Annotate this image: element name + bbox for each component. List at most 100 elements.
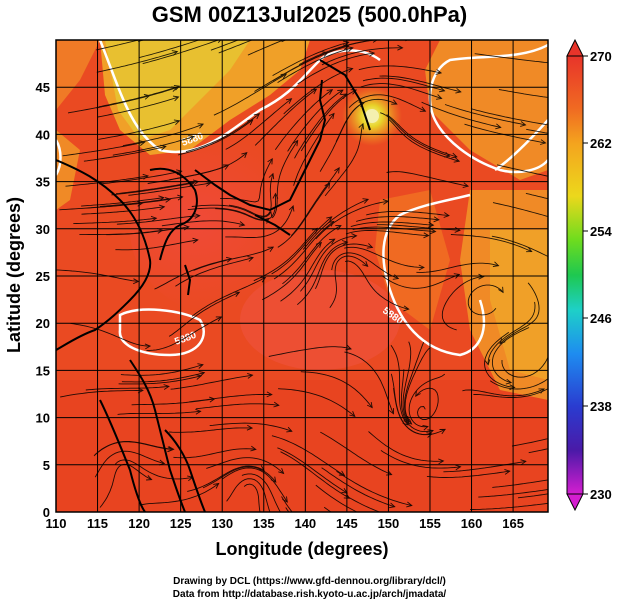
streamline-arrow xyxy=(238,221,246,227)
streamline xyxy=(473,388,548,398)
streamline xyxy=(379,75,461,93)
streamline-arrow xyxy=(285,98,293,104)
streamline xyxy=(348,94,426,112)
streamline-arrow xyxy=(225,256,233,263)
streamline-arrow xyxy=(192,237,199,244)
streamline xyxy=(195,403,279,410)
streamline-arrow xyxy=(215,316,223,322)
streamline-arrow xyxy=(350,89,358,95)
y-tick-label: 20 xyxy=(36,316,50,331)
streamline xyxy=(128,182,211,196)
streamline xyxy=(408,373,446,428)
streamline-arrow xyxy=(368,50,376,57)
streamline-arrow xyxy=(268,172,275,180)
x-tick-label: 110 xyxy=(46,516,67,531)
streamline xyxy=(293,113,335,186)
streamline xyxy=(386,171,469,187)
streamline xyxy=(185,113,260,153)
streamline xyxy=(470,108,548,126)
streamline xyxy=(177,119,253,156)
streamline xyxy=(386,114,457,158)
y-axis-label: Latitude (degrees) xyxy=(4,197,24,353)
streamline xyxy=(122,123,204,147)
streamline-arrow xyxy=(443,212,450,218)
streamline xyxy=(491,327,530,384)
streamline xyxy=(272,41,349,76)
streamline xyxy=(115,181,199,195)
streamline-arrow xyxy=(167,446,174,453)
streamline-arrow xyxy=(478,273,485,280)
streamline-arrow xyxy=(394,537,399,542)
streamline-arrow xyxy=(602,208,607,213)
streamline-arrow xyxy=(422,424,429,431)
streamline xyxy=(470,502,548,510)
streamline xyxy=(380,450,461,469)
streamline-arrow xyxy=(372,40,378,43)
streamline-arrow xyxy=(139,140,146,146)
streamline-arrow xyxy=(415,390,421,398)
streamline-arrow xyxy=(142,173,149,180)
streamline xyxy=(358,65,442,74)
streamline xyxy=(93,441,173,457)
streamline-arrow xyxy=(349,411,356,418)
streamline-arrow xyxy=(505,378,513,385)
streamline xyxy=(298,40,378,65)
streamline xyxy=(496,164,548,177)
streamline xyxy=(511,438,548,447)
streamline xyxy=(173,448,256,459)
streamline xyxy=(169,427,253,433)
streamline xyxy=(274,89,333,151)
streamline-arrow xyxy=(158,204,166,211)
streamline xyxy=(366,210,449,217)
y-tick-label: 15 xyxy=(36,363,50,378)
streamline xyxy=(117,410,201,415)
streamline-arrow xyxy=(426,432,433,438)
streamline xyxy=(376,224,460,231)
streamline xyxy=(360,83,442,99)
streamline xyxy=(400,369,434,433)
colorbar-bottom-arrow xyxy=(566,493,584,512)
streamline xyxy=(271,216,332,275)
streamline xyxy=(188,394,272,403)
streamline xyxy=(344,246,424,268)
streamline-arrow xyxy=(164,197,172,203)
streamline-arrow xyxy=(419,106,427,112)
streamline-arrow xyxy=(391,99,398,105)
streamline xyxy=(114,459,193,480)
streamline xyxy=(115,239,198,251)
streamline xyxy=(277,47,353,83)
streamline-arrow xyxy=(549,385,555,390)
y-tick-label: 10 xyxy=(36,411,50,426)
streamline-arrow xyxy=(288,205,295,212)
streamline-arrow xyxy=(273,401,280,408)
streamline-arrow xyxy=(266,391,273,398)
streamline xyxy=(287,89,344,152)
streamline-arrow xyxy=(163,384,170,390)
streamline xyxy=(421,101,501,128)
streamline xyxy=(489,378,548,390)
streamline xyxy=(226,478,271,512)
streamline-arrow xyxy=(280,73,288,80)
streamline-arrow xyxy=(324,182,331,189)
streamline xyxy=(218,40,254,54)
streamline xyxy=(96,51,178,73)
streamline xyxy=(320,431,392,476)
streamline-arrow xyxy=(403,417,410,424)
streamline-arrow xyxy=(389,502,396,509)
streamline-arrow xyxy=(362,260,369,267)
streamline-arrow xyxy=(326,89,334,95)
streamline xyxy=(467,284,504,316)
streamline xyxy=(487,301,536,365)
streamline xyxy=(294,93,347,159)
streamline xyxy=(297,52,375,85)
colorbar-label: 254 xyxy=(590,224,612,239)
streamline xyxy=(321,467,395,508)
streamline xyxy=(331,252,399,280)
streamline xyxy=(175,257,254,287)
streamline-arrow xyxy=(397,44,404,51)
credit-data: Data from http://database.rish.kyoto-u.a… xyxy=(172,589,447,600)
streamline-arrow xyxy=(328,220,335,227)
streamline xyxy=(404,347,430,425)
streamline-arrow xyxy=(435,69,443,75)
streamline-arrow xyxy=(247,256,254,262)
